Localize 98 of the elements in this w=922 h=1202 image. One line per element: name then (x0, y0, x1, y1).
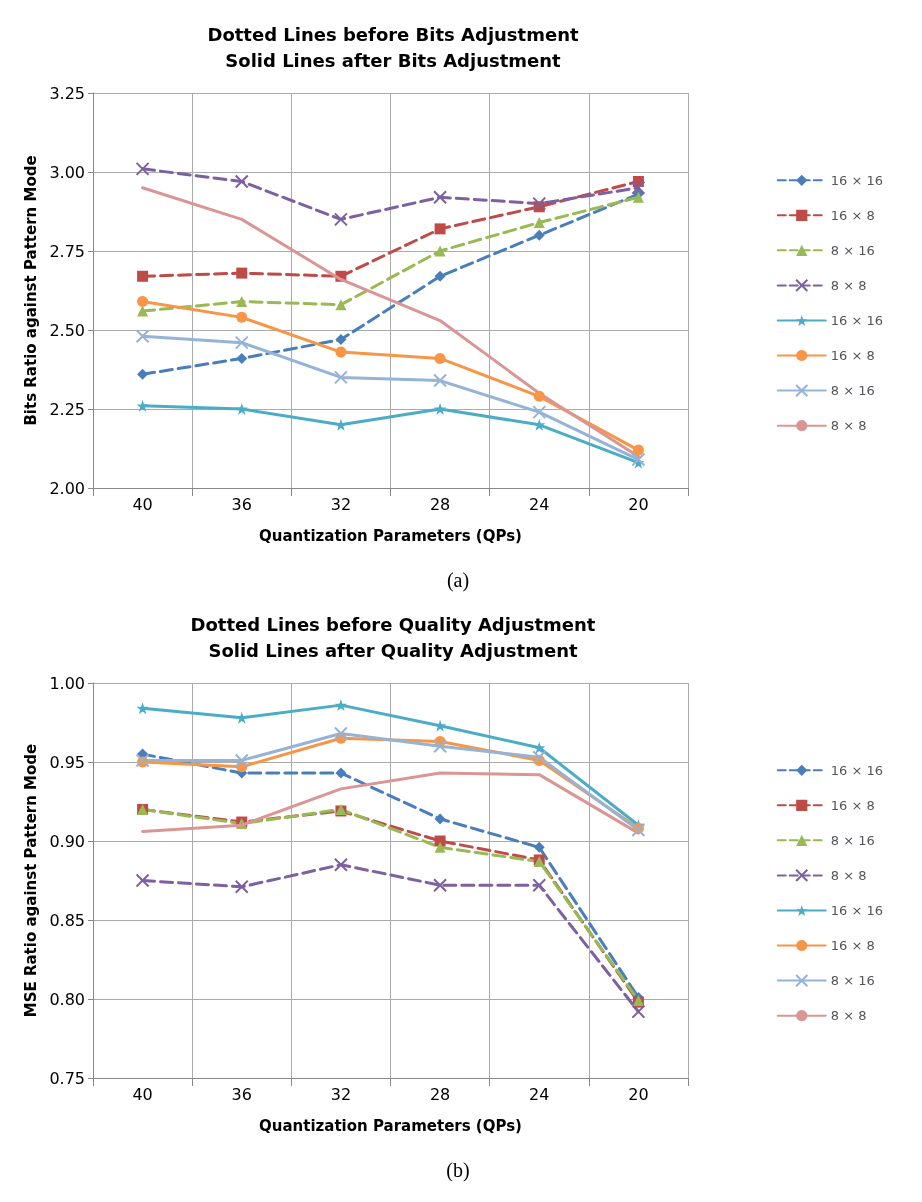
x-tick-label: 24 (529, 1084, 550, 1104)
point (137, 270, 149, 282)
y-tick-label: 0.75 (49, 1068, 85, 1088)
point (434, 270, 446, 282)
legend-label: 8 × 8 (830, 277, 867, 293)
text: (b) (446, 1159, 470, 1182)
legend-label: 16 × 16 (830, 762, 884, 778)
point (335, 299, 347, 311)
y-axis-title: MSE Ratio against Pattern Mode (21, 743, 40, 1018)
x-tick-label: 24 (529, 494, 550, 514)
point (335, 346, 347, 358)
point (234, 335, 249, 350)
legend-label: 8 × 16 (830, 832, 875, 848)
y-tick-label: 2.25 (49, 399, 85, 419)
point (135, 873, 150, 888)
y-tick-label: 3.00 (49, 162, 85, 182)
point (234, 174, 249, 189)
point (434, 841, 446, 853)
point (333, 212, 348, 227)
point (434, 245, 446, 257)
x-tick-label: 32 (330, 494, 352, 514)
legend-label: 8 × 16 (830, 242, 875, 258)
legend-label: 8 × 16 (830, 383, 875, 399)
point (631, 452, 646, 467)
point (533, 217, 545, 229)
point (631, 1004, 646, 1019)
point (137, 368, 149, 380)
point (434, 352, 446, 364)
point (234, 879, 249, 894)
point (235, 403, 248, 415)
point (136, 702, 149, 715)
y-tick-label: 2.50 (49, 320, 85, 340)
point (433, 373, 448, 388)
text: (a) (446, 569, 470, 592)
point (433, 190, 448, 205)
point (333, 370, 348, 385)
point (631, 180, 646, 195)
legend-label: 8 × 16 (830, 973, 875, 989)
legend-label: 8 × 8 (830, 867, 867, 883)
point (532, 750, 547, 765)
point (234, 753, 249, 768)
point (434, 835, 446, 847)
legend-label: 8 × 8 (830, 418, 867, 434)
x-tick-label: 36 (231, 494, 252, 514)
y-tick-label: 1.00 (49, 673, 85, 693)
y-tick-label: 3.25 (49, 83, 85, 103)
y-tick-label: 2.00 (49, 478, 85, 498)
y-axis-title: Bits Ratio against Pattern Mode (21, 155, 40, 426)
point (433, 739, 448, 754)
x-tick-label: 32 (330, 1084, 352, 1104)
x-tick-label: 20 (628, 1084, 649, 1104)
x-tick-label: 28 (429, 1084, 451, 1104)
point (532, 878, 547, 893)
point (533, 229, 545, 241)
point (532, 196, 547, 211)
point (333, 857, 348, 872)
legend-label: 16 × 16 (830, 313, 884, 328)
point (236, 267, 248, 279)
legend-label: 8 × 8 (830, 1008, 867, 1024)
y-tick-label: 0.80 (49, 989, 85, 1009)
x-tick-label: 28 (429, 494, 451, 514)
x-tick-label: 40 (132, 1084, 153, 1104)
point (434, 223, 446, 235)
point (236, 311, 248, 323)
legend-label: 16 × 8 (830, 207, 875, 223)
point (334, 699, 347, 712)
point (137, 296, 149, 308)
point (135, 161, 150, 176)
point (335, 767, 347, 779)
x-axis-title: Quantization Parameters (QPs) (259, 1116, 522, 1135)
point (236, 296, 248, 308)
y-tick-label: 0.95 (49, 752, 85, 772)
x-axis-title: Quantization Parameters (QPs) (259, 526, 522, 545)
point (434, 813, 446, 825)
point (533, 841, 545, 853)
legend-label: 16 × 16 (830, 903, 884, 918)
x-tick-label: 20 (628, 494, 649, 514)
chart-title: Dotted Lines before Quality Adjustment Solid Lines after Quality Adjustment (190, 613, 596, 661)
legend-label: 16 × 8 (830, 797, 875, 813)
y-tick-label: 0.90 (49, 831, 85, 851)
chart-title: Dotted Lines before Bits Adjustment Solid Lines after Bits Adjustment (207, 23, 579, 71)
legend-label: 16 × 8 (830, 938, 875, 953)
point (434, 403, 447, 415)
point (433, 878, 448, 893)
point (136, 399, 149, 412)
point (236, 352, 248, 364)
point (632, 444, 644, 456)
point (532, 405, 547, 420)
legend-label: 16 × 8 (830, 348, 875, 363)
point (333, 726, 348, 741)
point (135, 329, 150, 344)
x-tick-label: 36 (231, 1084, 252, 1104)
x-tick-label: 40 (132, 494, 153, 514)
point (533, 390, 545, 402)
legend-label: 16 × 16 (830, 172, 884, 188)
y-tick-label: 0.85 (49, 910, 85, 930)
point (335, 333, 347, 345)
y-tick-label: 2.75 (49, 241, 85, 261)
